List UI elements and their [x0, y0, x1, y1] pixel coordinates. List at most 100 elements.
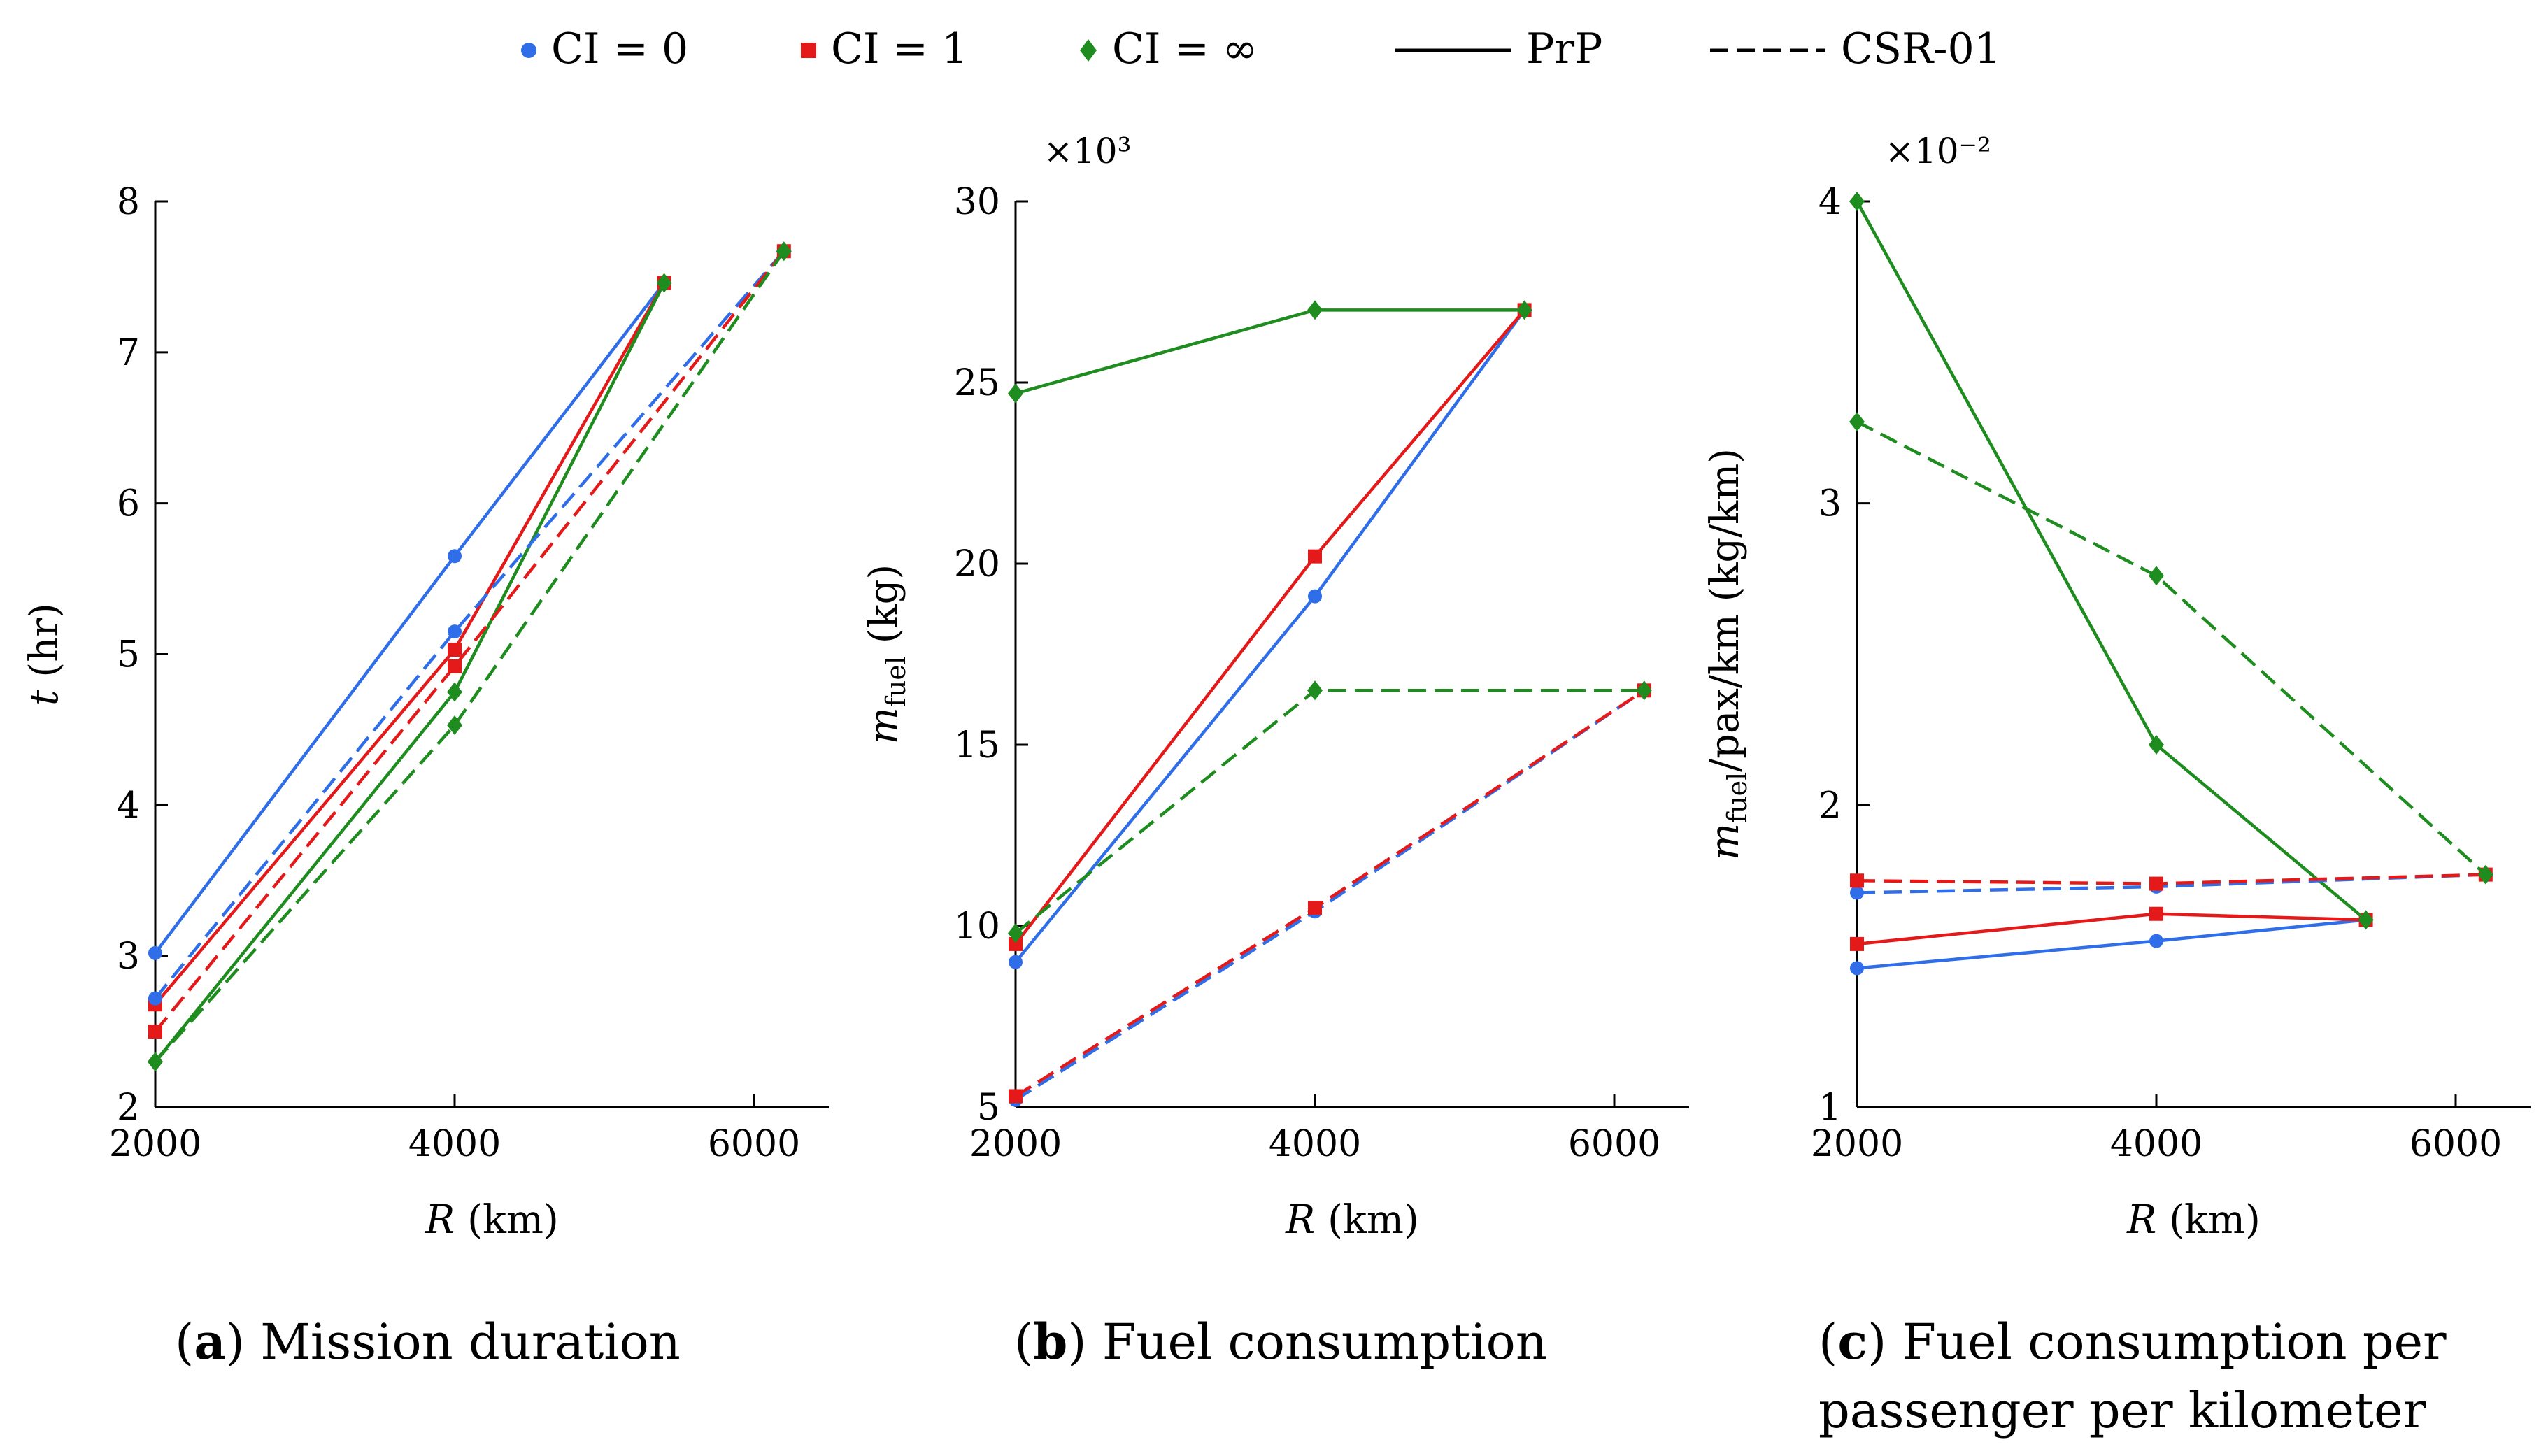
data-point-c-4-1 — [2149, 876, 2163, 891]
scale-label-c: ×10⁻² — [1885, 131, 1991, 171]
panel-c: 1 2 3 4 2000 4000 6000 ×10⁻² R (km) mfuel/pax/km … — [1702, 131, 2531, 1243]
data-point-c-2-0 — [1849, 192, 1865, 211]
panel-a: 2 3 4 5 6 7 8 2000 4000 6000 R (km) t (hr) — [22, 181, 829, 1243]
data-point-b-2-0 — [1008, 383, 1023, 404]
y-tick-label: 5 — [117, 634, 140, 676]
x-label-a: R (km) — [425, 1197, 559, 1243]
legend-label-csr: CSR-01 — [1841, 24, 2001, 73]
y-label-b: mfuel (kg) — [861, 564, 911, 745]
y-tick-label: 20 — [954, 543, 1000, 585]
y-tick-label: 5 — [977, 1087, 1000, 1129]
y-tick-label: 6 — [117, 483, 140, 525]
x-tick-label: 4000 — [408, 1123, 501, 1165]
y-tick-label: 7 — [117, 332, 140, 374]
series-line-a-3 — [154, 250, 785, 1000]
y-tick-label: 2 — [117, 1087, 140, 1129]
data-point-a-4-1 — [448, 659, 462, 673]
data-point-a-4-0 — [148, 1025, 162, 1039]
caption-c-text: Fuel consumption per passenger per kilom… — [1819, 1313, 2447, 1439]
data-point-a-5-1 — [447, 715, 462, 735]
data-point-b-5-0 — [1008, 923, 1023, 943]
y-tick-label: 2 — [1819, 785, 1842, 827]
series-line-c-5 — [1856, 420, 2487, 876]
data-point-c-0-0 — [1850, 961, 1864, 976]
data-point-c-5-1 — [2149, 566, 2164, 586]
data-point-a-5-0 — [148, 1052, 163, 1072]
caption-c-letter: c — [1837, 1313, 1867, 1371]
data-point-b-1-1 — [1308, 549, 1322, 564]
series-line-c-0 — [1856, 918, 2366, 970]
series-line-a-0 — [154, 282, 666, 955]
series-line-a-1 — [154, 282, 666, 1006]
caption-b-text: Fuel consumption — [1102, 1313, 1547, 1371]
data-point-b-5-2 — [1636, 680, 1652, 701]
series-line-a-2 — [154, 282, 666, 1063]
x-label-b: R (km) — [1285, 1197, 1419, 1243]
y-label-c: mfuel/pax/km (kg/km) — [1702, 448, 1753, 860]
data-point-b-0-0 — [1009, 955, 1023, 969]
data-point-c-5-2 — [2477, 864, 2493, 885]
caption-a-letter: a — [194, 1313, 226, 1371]
data-point-a-0-1 — [448, 549, 462, 564]
scale-label-b: ×10³ — [1044, 131, 1132, 171]
caption-b-letter: b — [1033, 1313, 1068, 1371]
data-point-b-0-1 — [1308, 589, 1322, 604]
data-point-c-2-2 — [2358, 910, 2374, 930]
y-tick-label: 30 — [954, 181, 1000, 223]
caption-c: (c) Fuel consumption per passenger per k… — [1819, 1313, 2447, 1439]
x-tick-label: 2000 — [969, 1123, 1062, 1165]
caption-b: (b) Fuel consumption — [1014, 1313, 1547, 1371]
series-line-b-1 — [1014, 308, 1526, 945]
y-tick-label: 25 — [954, 362, 1000, 404]
data-point-b-4-0 — [1009, 1089, 1023, 1104]
series-line-b-0 — [1014, 309, 1526, 964]
legend-label-ci1: CI = 1 — [831, 24, 968, 73]
data-point-a-1-1 — [448, 643, 462, 657]
data-point-c-2-1 — [2149, 735, 2164, 755]
panel-b: 5 10 15 20 25 30 2000 4000 6000 ×10³ R (km) mfuel (… — [861, 131, 1689, 1243]
data-point-c-1-0 — [1850, 936, 1864, 951]
data-point-c-0-1 — [2149, 934, 2163, 948]
y-tick-label: 3 — [117, 936, 140, 978]
caption-a: (a) Mission duration — [175, 1313, 681, 1371]
series-line-c-2 — [1856, 200, 2368, 922]
y-tick-label: 3 — [1819, 483, 1842, 525]
legend-marker-ci1 — [801, 43, 816, 58]
y-tick-label: 15 — [954, 725, 1000, 766]
legend-label-ci0: CI = 0 — [551, 24, 688, 73]
data-point-b-1-0 — [1009, 936, 1023, 951]
data-point-b-4-1 — [1308, 901, 1322, 915]
data-point-a-3-0 — [148, 991, 162, 1006]
data-point-a-0-0 — [148, 945, 162, 960]
x-label-c: R (km) — [2126, 1197, 2261, 1243]
legend-marker-ci0 — [521, 43, 536, 58]
x-tick-label: 4000 — [2110, 1123, 2202, 1165]
y-tick-label: 1 — [1819, 1087, 1842, 1129]
data-point-c-3-0 — [1850, 885, 1864, 900]
y-tick-label: 4 — [117, 785, 140, 827]
series-line-b-2 — [1015, 308, 1525, 395]
series-line-a-4 — [154, 250, 785, 1033]
x-tick-label: 6000 — [2410, 1123, 2502, 1165]
data-point-a-2-2 — [656, 273, 672, 293]
series-line-b-4 — [1014, 689, 1646, 1098]
data-point-a-5-2 — [776, 241, 792, 262]
x-tick-label: 4000 — [1269, 1123, 1361, 1165]
caption-a-text: Mission duration — [260, 1313, 681, 1371]
data-point-a-2-1 — [447, 682, 462, 702]
x-tick-label: 6000 — [708, 1123, 800, 1165]
x-tick-label: 2000 — [109, 1123, 201, 1165]
x-tick-label: 2000 — [1811, 1123, 1903, 1165]
y-label-a: t (hr) — [22, 603, 67, 706]
series-line-a-5 — [154, 250, 785, 1063]
legend: CI = 0 CI = 1 CI = ∞ PrP CSR-01 — [521, 24, 2001, 73]
data-point-b-5-1 — [1307, 680, 1323, 701]
data-point-c-4-0 — [1850, 873, 1864, 888]
legend-marker-ciinf — [1080, 39, 1097, 62]
data-point-a-3-1 — [448, 624, 462, 639]
x-tick-label: 6000 — [1568, 1123, 1660, 1165]
data-point-b-2-2 — [1516, 300, 1532, 320]
data-point-c-1-1 — [2149, 906, 2163, 921]
data-point-c-5-0 — [1849, 412, 1865, 432]
